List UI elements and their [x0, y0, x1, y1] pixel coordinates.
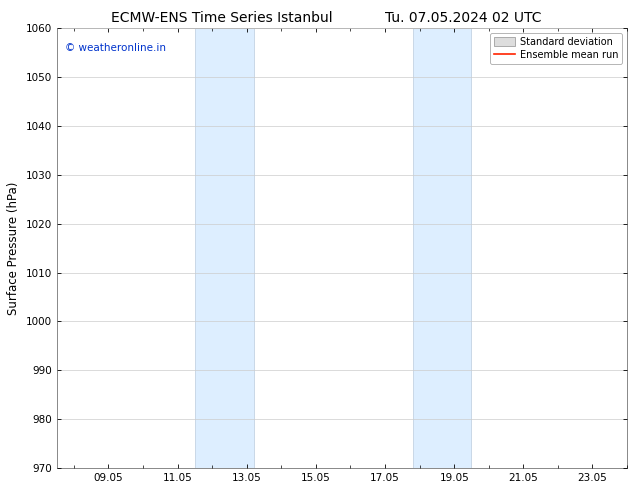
- Text: ECMW-ENS Time Series Istanbul: ECMW-ENS Time Series Istanbul: [111, 11, 333, 25]
- Bar: [413, 28, 472, 468]
- Text: Tu. 07.05.2024 02 UTC: Tu. 07.05.2024 02 UTC: [385, 11, 541, 25]
- Y-axis label: Surface Pressure (hPa): Surface Pressure (hPa): [7, 181, 20, 315]
- Text: © weatheronline.in: © weatheronline.in: [65, 44, 166, 53]
- Legend: Standard deviation, Ensemble mean run: Standard deviation, Ensemble mean run: [489, 33, 622, 64]
- Bar: [195, 28, 254, 468]
